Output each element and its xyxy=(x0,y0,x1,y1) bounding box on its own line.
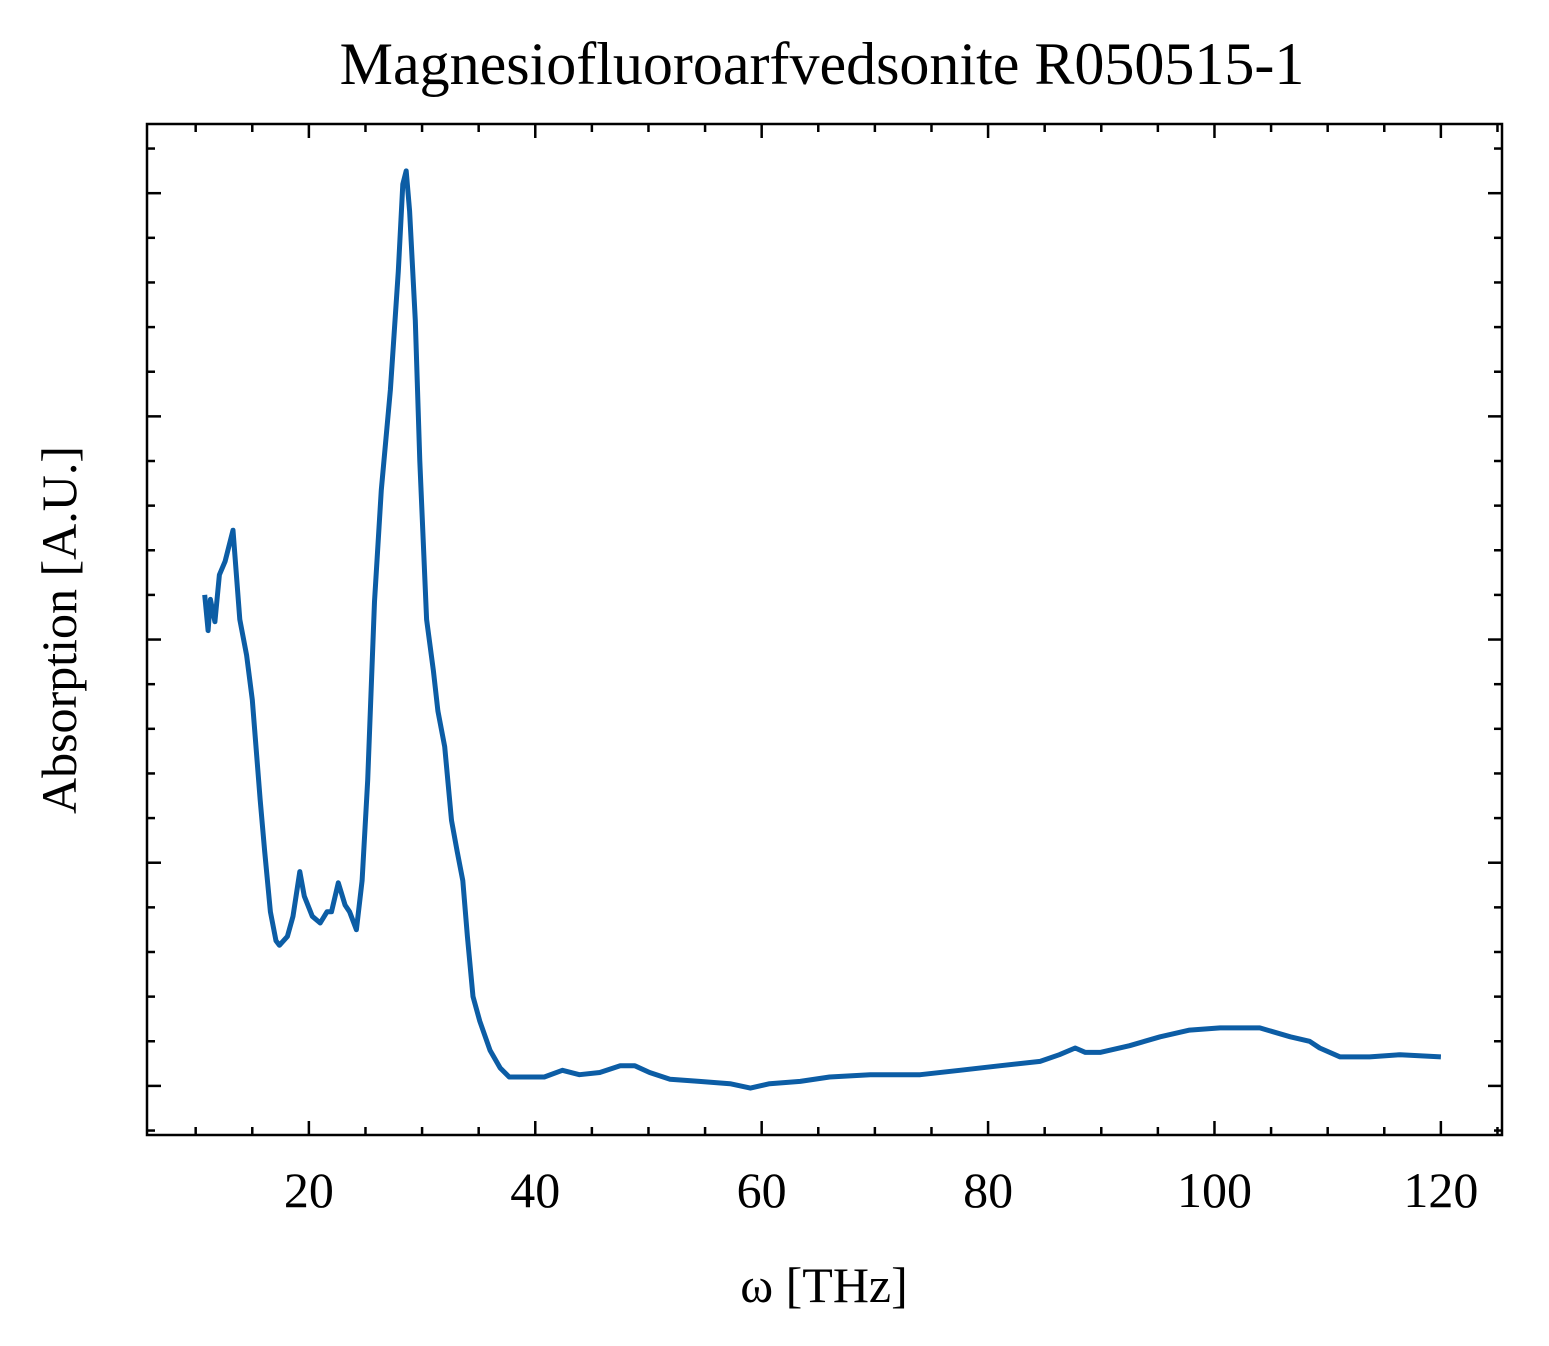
data-line xyxy=(202,168,1442,1091)
x-tick-label: 120 xyxy=(1403,1162,1478,1218)
chart-title: Magnesiofluoroarfvedsonite R050515-1 xyxy=(340,31,1305,97)
y-axis-label: Absorption [A.U.] xyxy=(31,446,87,814)
x-axis-label: ω [THz] xyxy=(740,1257,908,1313)
x-tick-label: 80 xyxy=(963,1162,1013,1218)
x-tick-label: 40 xyxy=(510,1162,560,1218)
x-tick-label: 20 xyxy=(284,1162,334,1218)
x-tick-label: 100 xyxy=(1177,1162,1252,1218)
x-tick-label: 60 xyxy=(737,1162,787,1218)
plot-frame xyxy=(145,122,1504,1137)
